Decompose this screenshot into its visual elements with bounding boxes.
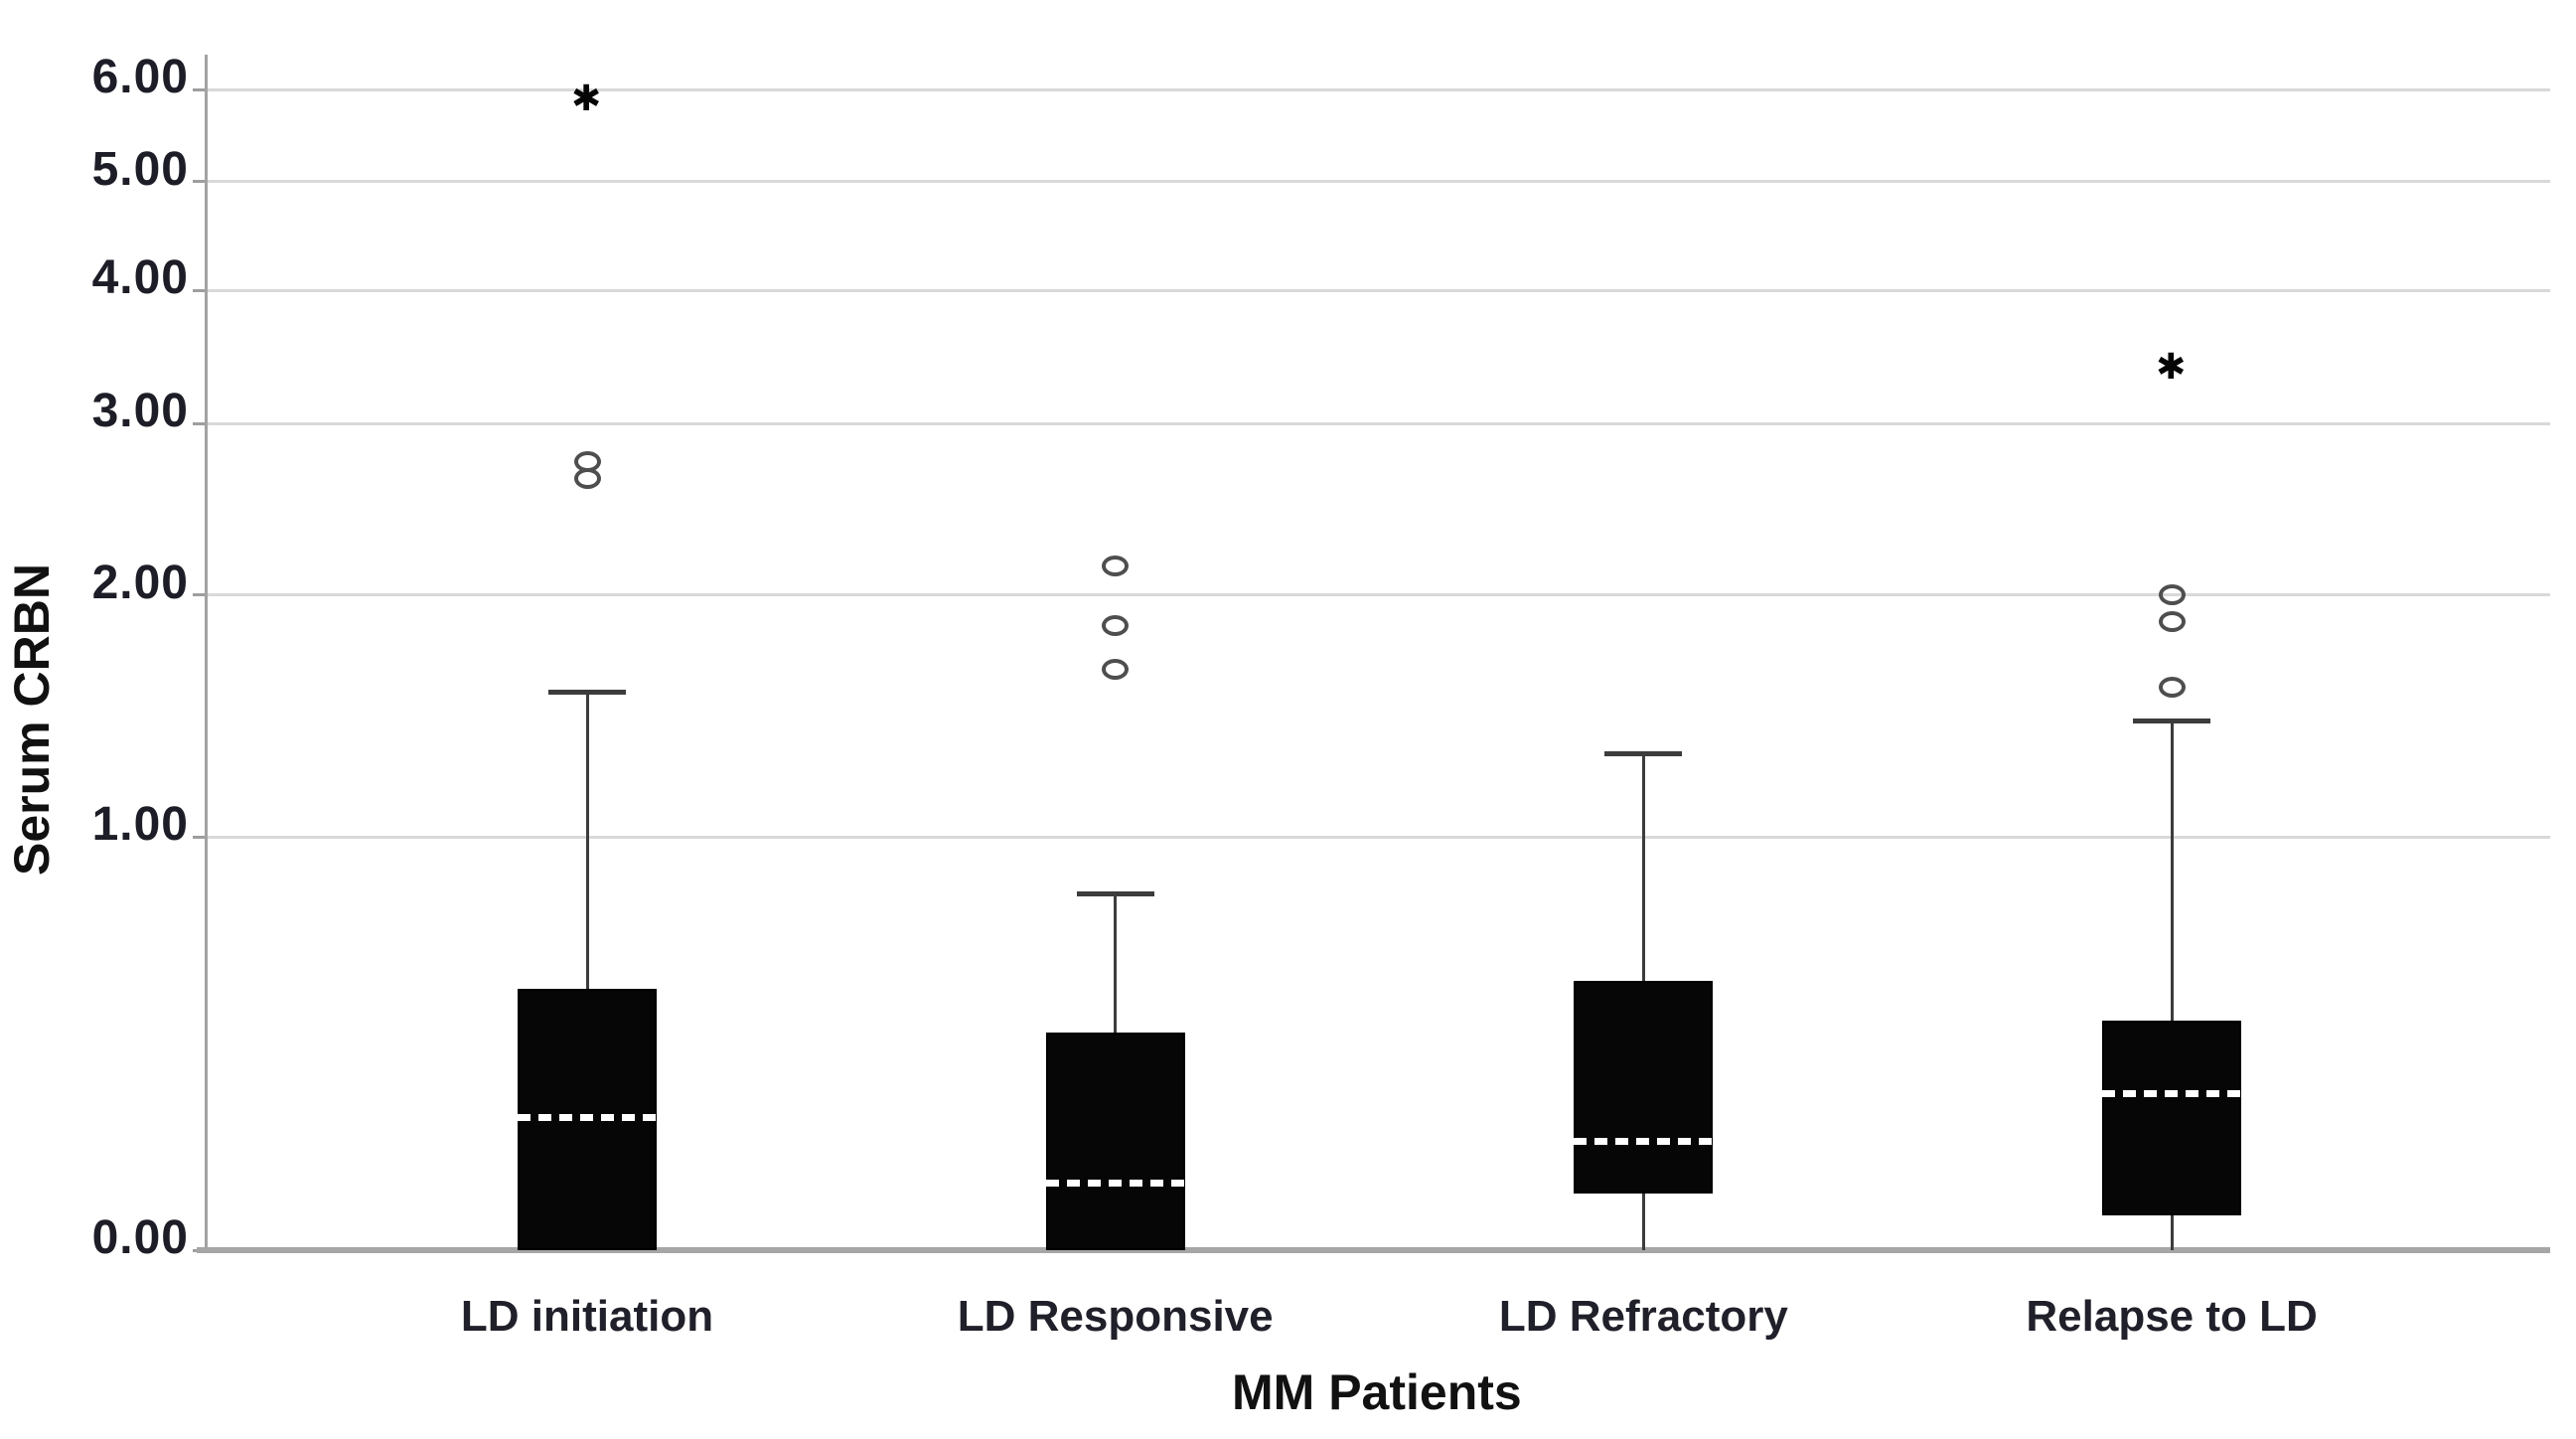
upper-whisker (1114, 892, 1118, 1034)
tick-mark (193, 593, 205, 597)
tick-mark (193, 180, 205, 184)
lower-whisker (2170, 1215, 2174, 1250)
outlier-circle (2158, 610, 2186, 632)
y-tick-label: 5.00 (91, 142, 189, 196)
gridline-5.00 (205, 180, 2550, 184)
upper-whisker (2170, 720, 2174, 1021)
box-4 (2102, 1020, 2242, 1216)
x-axis-line (197, 1247, 2550, 1253)
y-tick-label: 4.00 (91, 251, 189, 305)
outlier-circle (573, 451, 601, 473)
upper-whisker-cap (548, 690, 626, 696)
box-3 (1574, 981, 1714, 1194)
extreme-star: ✱ (571, 79, 602, 120)
outlier-circle (2158, 584, 2186, 606)
upper-whisker (585, 692, 589, 990)
outlier-circle (1102, 556, 1130, 577)
category-label: LD Refractory (1498, 1292, 1788, 1341)
upper-whisker-cap (2133, 719, 2211, 724)
tick-mark (193, 421, 205, 425)
gridline-3.00 (205, 421, 2550, 425)
median-line (1574, 1138, 1714, 1146)
extreme-star: ✱ (2156, 347, 2187, 389)
lower-whisker (1641, 1193, 1645, 1250)
y-axis-line (205, 55, 208, 1250)
gridline-2.00 (205, 593, 2550, 597)
median-line (1045, 1179, 1185, 1187)
median-line (518, 1113, 657, 1121)
y-tick-label: 0.00 (91, 1211, 189, 1264)
outlier-circle (1102, 658, 1130, 680)
outlier-circle (2158, 677, 2186, 699)
upper-whisker-cap (1076, 890, 1154, 896)
category-label: LD Responsive (957, 1292, 1274, 1341)
tick-mark (193, 835, 205, 839)
y-tick-label: 6.00 (91, 51, 189, 104)
gridline-4.00 (205, 288, 2550, 292)
y-tick-label: 2.00 (91, 556, 189, 609)
outlier-circle (1102, 615, 1130, 637)
x-axis-title: MM Patients (1232, 1364, 1522, 1420)
gridline-1.00 (205, 835, 2550, 839)
upper-whisker (1641, 753, 1645, 982)
tick-mark (193, 288, 205, 292)
y-axis-title: Serum CRBN (4, 563, 60, 876)
y-tick-label: 1.00 (91, 798, 189, 852)
y-tick-label: 3.00 (91, 385, 189, 438)
gridline-6.00 (205, 87, 2550, 91)
tick-mark (193, 87, 205, 91)
upper-whisker-cap (1604, 751, 1683, 757)
median-line (2102, 1090, 2242, 1098)
box-2 (1045, 1033, 1185, 1250)
category-label: LD initiation (460, 1292, 714, 1341)
category-label: Relapse to LD (2026, 1292, 2318, 1341)
